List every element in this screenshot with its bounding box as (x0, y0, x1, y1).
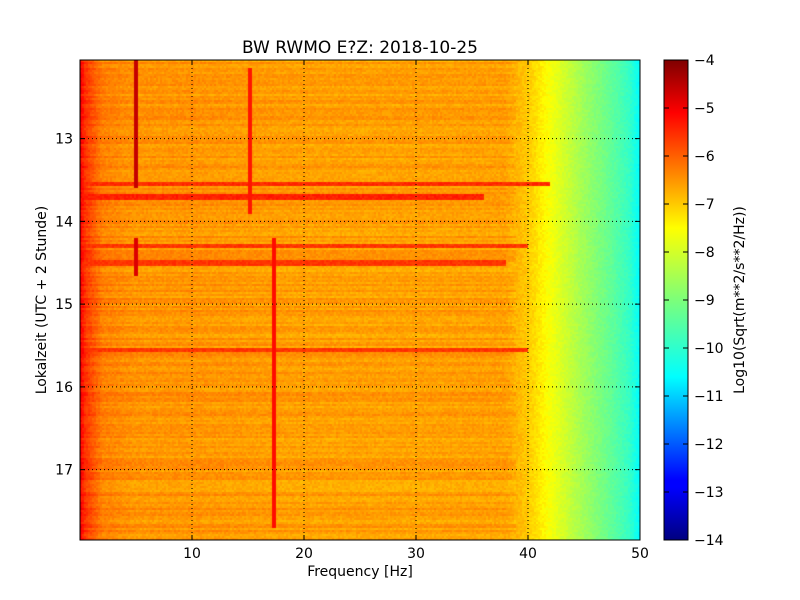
y-axis-ticks: 13 14 15 16 17 (55, 132, 640, 479)
x-tick-label: 40 (519, 546, 537, 562)
colorbar-tick-label: −10 (694, 341, 724, 357)
x-axis-ticks: 10 20 30 40 50 (183, 60, 649, 562)
x-tick-label: 20 (295, 546, 313, 562)
colorbar-tick-label: −4 (694, 53, 715, 69)
y-tick-label: 14 (55, 214, 73, 230)
colorbar-tick-label: −7 (694, 197, 715, 213)
x-axis-label: Frequency [Hz] (307, 564, 413, 580)
plot-grid (80, 60, 640, 540)
y-axis-label: Lokalzeit (UTC + 2 Stunde) (34, 206, 50, 395)
colorbar-tick-label: −13 (694, 485, 724, 501)
spectrogram-heatmap (80, 60, 640, 540)
chart-title: BW RWMO E?Z: 2018-10-25 (242, 38, 478, 58)
colorbar-tick-label: −8 (694, 245, 715, 261)
colorbar-tick-label: −6 (694, 149, 715, 165)
heatmap-image (80, 60, 640, 540)
colorbar-label: Log10(Sqrt(m**2/s**2/Hz)) (732, 206, 748, 394)
colorbar-tick-label: −14 (694, 533, 724, 549)
colorbar-tick-label: −5 (694, 101, 715, 117)
y-tick-label: 17 (55, 463, 73, 479)
y-tick-label: 15 (55, 297, 73, 313)
colorbar-tick-label: −12 (694, 437, 724, 453)
colorbar-ticks: −4 −5 −6 −7 −8 −9 −10 −11 −12 −13 −14 (664, 53, 724, 549)
x-tick-label: 50 (631, 546, 649, 562)
y-tick-label: 16 (55, 380, 73, 396)
plot-frame (79, 59, 641, 541)
colorbar-tick-label: −11 (694, 389, 724, 405)
x-tick-label: 10 (183, 546, 201, 562)
x-tick-label: 30 (407, 546, 425, 562)
y-tick-label: 13 (55, 132, 73, 148)
colorbar-tick-label: −9 (694, 293, 715, 309)
